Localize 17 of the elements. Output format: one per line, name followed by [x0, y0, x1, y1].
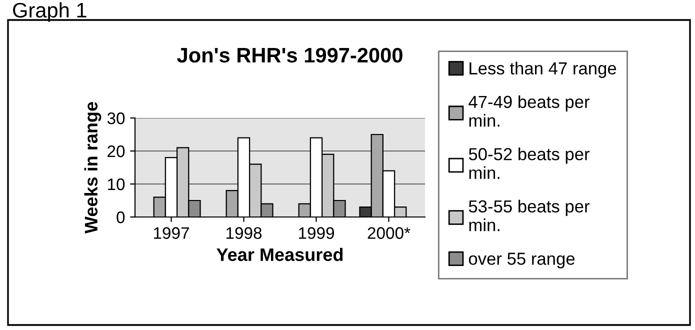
- y-tick-label: 0: [116, 211, 125, 224]
- x-tick-label: 1997: [154, 227, 189, 239]
- x-tick-label: 1999: [298, 227, 334, 239]
- caption: Graph 1: [13, 2, 86, 22]
- legend-label: 53-55 beats per min.: [468, 200, 590, 232]
- legend-label: 50-52 beats per min.: [468, 148, 590, 179]
- chart-title: Jon's RHR's 1997-2000: [177, 48, 402, 63]
- x-tick-label: 2000*: [368, 227, 410, 239]
- y-tick-label: 10: [108, 178, 125, 190]
- x-axis-title: Year Measured: [216, 248, 343, 262]
- legend-label: 47-49 beats per min.: [468, 95, 590, 127]
- y-axis-title: Weeks in range: [84, 102, 102, 234]
- legend-label: Less than 47 range: [470, 62, 616, 78]
- y-tick-label: 30: [107, 112, 125, 124]
- y-tick-label: 20: [108, 145, 125, 158]
- x-tick-label: 1998: [226, 227, 262, 239]
- legend-label: over 55 range: [468, 252, 575, 268]
